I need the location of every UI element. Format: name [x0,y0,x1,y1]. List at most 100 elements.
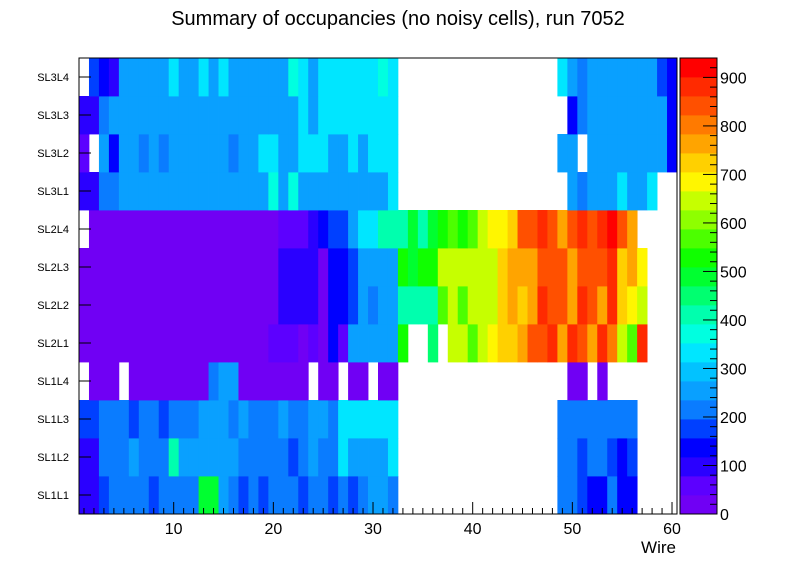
heatmap-cell [198,400,209,439]
heatmap-cell [168,210,180,249]
x-tick-label: 40 [464,521,482,538]
heatmap-cell [507,286,518,325]
heatmap-cell [577,210,588,249]
heatmap-cell [617,210,628,249]
heatmap-cell [617,476,628,515]
heatmap-cell [437,248,449,287]
heatmap-cell [178,134,190,173]
heatmap-cell [238,172,249,211]
heatmap-cell [348,476,359,515]
heatmap-cell [607,286,618,325]
heatmap-cell [308,400,319,439]
heatmap-cell [597,210,608,249]
heatmap-cell [607,476,618,515]
heatmap-cell [138,400,150,439]
heatmap-cell [188,438,199,477]
heatmap-cell [348,58,359,97]
heatmap-cell [138,58,150,97]
heatmap-cell [98,438,110,477]
heatmap-cell [577,476,588,515]
heatmap-cell [617,324,628,363]
heatmap-cell [587,400,598,439]
heatmap-cell [128,438,140,477]
heatmap-cell [627,172,638,211]
heatmap-cell [557,210,568,249]
heatmap-cell [168,58,180,97]
colorbar-segment [680,362,717,382]
heatmap-cell [248,286,259,325]
heatmap-cell [308,210,319,249]
heatmap-cell [627,248,638,287]
heatmap-cell [627,324,638,363]
heatmap-cell [268,400,279,439]
heatmap-cell [318,286,329,325]
heatmap-cell [178,438,190,477]
heatmap-cell [617,400,628,439]
heatmap-cell [288,210,299,249]
heatmap-cell [358,134,369,173]
heatmap-cell [358,400,369,439]
heatmap-cell [258,286,269,325]
heatmap-cell [278,134,289,173]
heatmap-cell [577,362,588,401]
heatmap-cell [517,324,528,363]
heatmap-cell [258,134,269,173]
colorbar-segment [680,115,717,135]
x-tick-label: 20 [264,521,282,538]
heatmap-cell [148,362,160,401]
x-tick-label: 60 [663,521,681,538]
heatmap-cell [228,134,239,173]
heatmap-cell [437,286,449,325]
heatmap-cell [108,96,120,135]
heatmap-cell [278,362,289,401]
x-tick-label: 10 [165,521,183,538]
heatmap-cell [557,58,568,97]
heatmap-cell [348,362,359,401]
heatmap-cell [507,248,518,287]
heatmap-cell [617,58,628,97]
heatmap-cell [318,400,329,439]
heatmap-cell [328,324,339,363]
colorbar-segment [680,267,717,287]
heatmap-cell [318,248,329,287]
heatmap-cell [208,134,219,173]
heatmap-cell [178,400,190,439]
heatmap-cell [278,286,289,325]
heatmap-cell [308,172,319,211]
heatmap-cell [158,400,170,439]
heatmap-cell [228,96,239,135]
heatmap-cell [527,248,538,287]
heatmap-cell [148,96,160,135]
heatmap-cell [218,172,229,211]
x-tick-label: 30 [364,521,382,538]
heatmap-cell [268,476,279,515]
heatmap-cell [368,96,379,135]
heatmap-cell [258,96,269,135]
heatmap-cell [358,438,369,477]
heatmap-cell [258,438,269,477]
heatmap-cell [348,134,359,173]
heatmap-cell [208,172,219,211]
heatmap-cell [128,476,140,515]
heatmap-cell [268,286,279,325]
heatmap-cell [637,172,648,211]
y-tick-label: SL1L1 [37,490,69,502]
heatmap-cell [427,286,439,325]
heatmap-cell [268,324,279,363]
colorbar-frame [679,57,718,515]
heatmap-cell [477,248,489,287]
heatmap-cell [228,58,239,97]
heatmap-cell [507,210,518,249]
heatmap-cell [138,362,150,401]
heatmap-cell [108,362,120,401]
heatmap-cell [138,172,150,211]
heatmap-cell [228,286,239,325]
heatmap-cell [387,58,399,97]
heatmap-cell [268,438,279,477]
heatmap-cell [338,210,349,249]
heatmap-cell [208,248,219,287]
heatmap-cell [188,58,199,97]
heatmap-cell [338,324,349,363]
colorbar-segment [680,77,717,97]
heatmap-cell [318,210,329,249]
